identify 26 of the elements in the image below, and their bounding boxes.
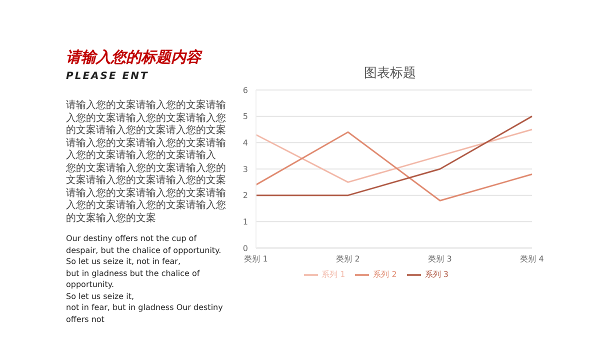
y-tick-label: 4 (242, 138, 248, 148)
text: Our destiny offers not the cup of despair, but the chalice of opportunity. (66, 233, 222, 256)
x-tick-label: 类别 4 (520, 254, 544, 264)
legend-label: 系列 3 (424, 270, 448, 280)
text: So let us seize it, (66, 290, 135, 302)
text: So let us seize it, not in fear, (66, 256, 182, 268)
y-tick-label: 6 (242, 86, 248, 95)
line-series (255, 128, 533, 183)
y-tick-label: 2 (242, 191, 248, 200)
text: not in fear, but in gladness Our destiny offers not (66, 302, 224, 325)
legend-label: 系列 1 (322, 270, 346, 280)
chart-title: 图表标题 (363, 65, 417, 82)
x-tick-label: 类别 3 (428, 254, 452, 264)
text: PLEASE ENT (66, 71, 150, 82)
text: 请输入您的标题内容 (66, 48, 204, 67)
y-tick-label: 3 (242, 164, 248, 174)
text: but in gladness but the chalice of opportunity. (66, 268, 201, 290)
text: 请输入您的文案请输入您的文案请输入您的文案请输入您的文案请输入您的文案请输入您的文案请入您的文案请输入您的文案请输入您的文案请输入您的文案请输入您的文案请输入 (66, 100, 226, 162)
x-tick-label: 类别 1 (244, 254, 268, 264)
y-tick-label: 5 (242, 112, 248, 122)
x-tick-label: 类别 2 (336, 254, 360, 264)
y-tick-label: 1 (242, 218, 248, 227)
legend-label: 系列 2 (373, 270, 397, 280)
text: 您的文案请输入您的文案请输入您的文案请输入您的文案请输入您的文案请输入您的文案请输入您的文案请输入您的文案请输入您的文案请输入您的文案输入您的文案 (66, 162, 226, 225)
line-series (255, 131, 533, 202)
y-tick-label: 0 (242, 244, 248, 253)
